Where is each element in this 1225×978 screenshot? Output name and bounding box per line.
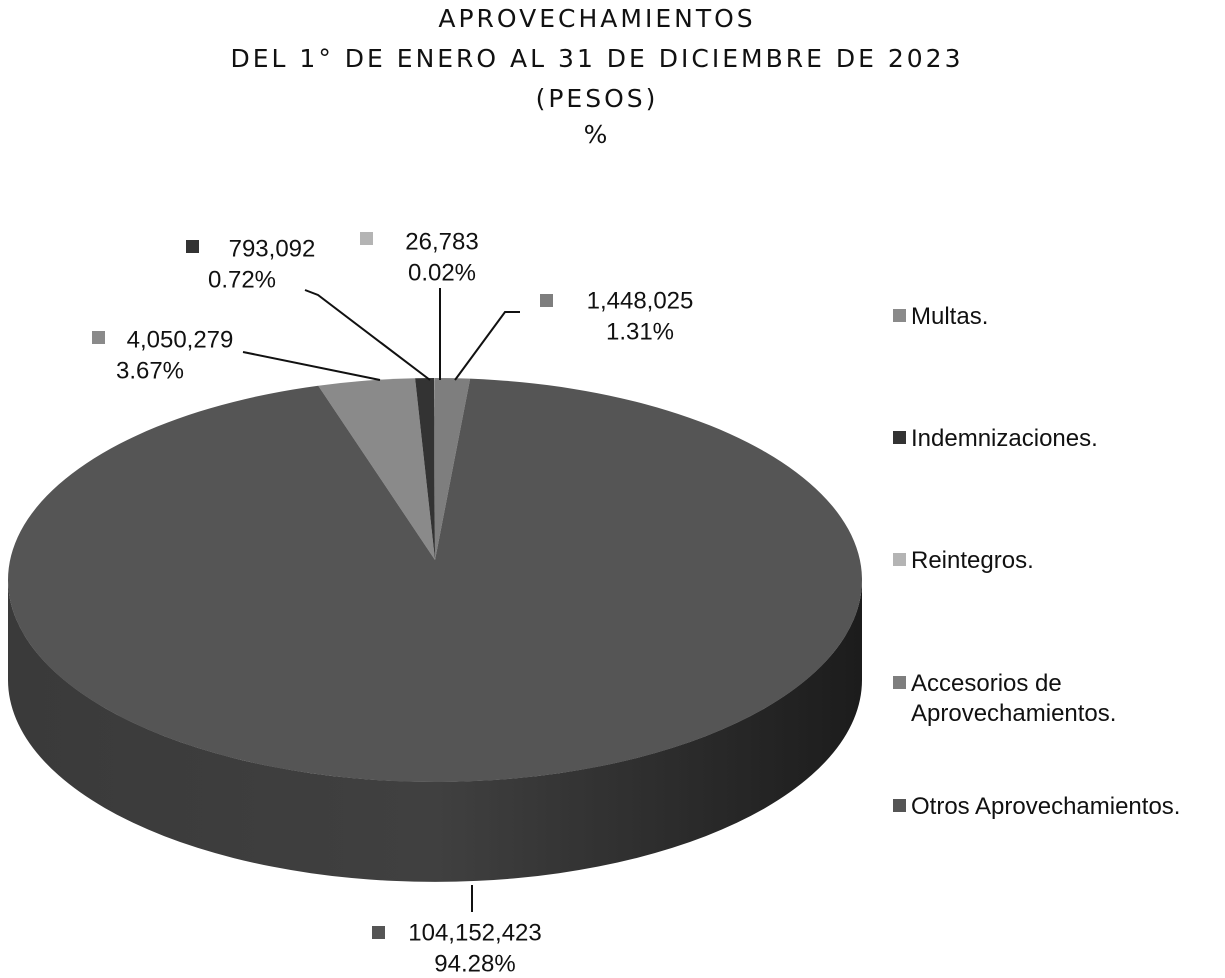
legend-swatch	[893, 676, 906, 689]
legend-item: Otros Aprovechamientos.	[893, 792, 1223, 822]
data-label-percent: 0.72%	[208, 266, 276, 293]
legend-item: Reintegros.	[893, 546, 1223, 576]
data-label-percent: 94.28%	[434, 950, 515, 977]
legend-swatch	[893, 553, 906, 566]
label-swatch	[372, 926, 385, 939]
data-label-percent: 1.31%	[606, 318, 674, 345]
legend-item: Accesorios de Aprovechamientos.	[893, 669, 1223, 729]
chart-title: %	[584, 120, 611, 149]
data-label-value: 1,448,025	[587, 287, 694, 314]
slice	[415, 378, 435, 560]
legend-label: Indemnizaciones.	[911, 425, 1098, 452]
label-swatch	[360, 232, 373, 245]
legend-item: Multas.	[893, 302, 1223, 332]
leader-line	[454, 311, 520, 381]
legend-swatch	[893, 431, 906, 444]
data-label-percent: 3.67%	[116, 357, 184, 384]
legend-swatch	[893, 309, 906, 322]
chart-title: (PESOS)	[536, 84, 659, 113]
leader-line	[304, 289, 431, 381]
data-label-value: 793,092	[229, 235, 316, 262]
leader-line	[242, 351, 381, 381]
legend-label: Multas.	[911, 303, 989, 330]
label-swatch	[92, 331, 105, 344]
chart-title: APROVECHAMIENTOS	[438, 4, 755, 33]
legend-label: Accesorios de Aprovechamientos.	[911, 670, 1117, 727]
label-swatch	[186, 240, 199, 253]
data-label-percent: 0.02%	[408, 259, 476, 286]
slice	[435, 378, 471, 560]
data-label-value: 4,050,279	[127, 326, 234, 353]
legend-label: Otros Aprovechamientos.	[911, 793, 1181, 820]
legend-item: Indemnizaciones.	[893, 424, 1223, 454]
data-label-value: 104,152,423	[408, 919, 541, 946]
slice	[434, 378, 435, 560]
data-label-value: 26,783	[405, 228, 478, 255]
chart-title: DEL 1° DE ENERO AL 31 DE DICIEMBRE DE 20…	[231, 44, 964, 73]
slice-side	[8, 580, 862, 882]
label-swatch	[540, 294, 553, 307]
legend-swatch	[893, 799, 906, 812]
legend-label: Reintegros.	[911, 547, 1034, 574]
slice	[7, 378, 862, 782]
slice	[318, 378, 435, 560]
